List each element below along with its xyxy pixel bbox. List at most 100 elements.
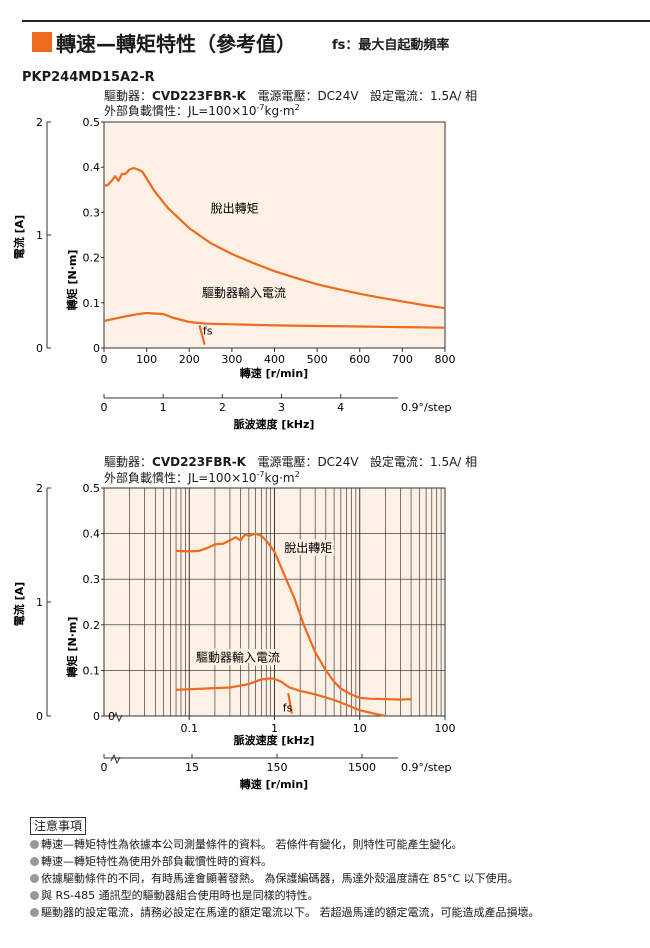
inertia-label: 外部負載慣性： <box>104 104 189 118</box>
y-tick-label: 0.3 <box>83 206 101 219</box>
y-axis-label: 轉矩 [N·m] <box>65 617 79 678</box>
y-tick-label: 0 <box>93 342 100 355</box>
note-item: 驅動器的設定電流，請務必設定在馬達的額定電流以下。 若超過馬達的額定電流，可能造… <box>30 904 540 920</box>
x2-tick-label: 2 <box>219 401 226 414</box>
inertia-exp: -7 <box>256 103 265 112</box>
x-tick-label: 10 <box>353 722 367 735</box>
driver-current-label: 驅動器輸入電流 <box>202 285 286 300</box>
y-tick-label: 0.3 <box>83 573 101 586</box>
pullout-torque-label: 脫出轉矩 <box>284 540 332 555</box>
x2-suffix-label: 0.9°/step <box>401 761 452 774</box>
y-tick-label: 0 <box>93 710 100 723</box>
header-rule <box>22 20 650 22</box>
axis-break-icon <box>110 753 121 765</box>
notes-title: 注意事項 <box>30 817 87 835</box>
y-tick-label: 0.4 <box>83 528 101 541</box>
driver-input-current-line <box>103 311 446 329</box>
x-axis-label: 轉速 [r/min] <box>240 366 308 380</box>
fs-line <box>198 325 206 345</box>
y-tick-label: 0.2 <box>83 252 101 265</box>
voltage-text: 電源電壓：DC24V <box>257 455 359 469</box>
y2-tick-label: 0 <box>36 342 43 355</box>
title-marker <box>32 32 52 52</box>
note-text: 與 RS-485 通訊型的驅動器組合使用時也是同樣的特性。 <box>41 889 319 902</box>
note-text: 依據驅動條件的不同，有時馬達會顯著發熱。 為保護編碼器，馬達外殼溫度請在 85°… <box>41 872 519 885</box>
x-axis-label: 脈波速度 [kHz] <box>234 733 315 747</box>
chart1-conditions-line2: 外部負載慣性：JL=100×10-7kg·m2 <box>104 102 300 119</box>
pullout-torque-label: 脫出轉矩 <box>211 200 259 215</box>
x-tick-label: 0.1 <box>181 722 199 735</box>
driver-label: 驅動器： <box>104 455 153 469</box>
inertia-exp: -7 <box>256 470 265 479</box>
bullet-icon <box>30 857 39 866</box>
x-tick-label: 300 <box>221 353 242 366</box>
x-tick-label: 200 <box>179 353 200 366</box>
inertia-value: JL=100×10 <box>188 104 257 118</box>
fs-label: fs <box>283 701 293 714</box>
driver-current-label: 驅動器輸入電流 <box>196 649 280 664</box>
x-tick-label: 700 <box>392 353 413 366</box>
current-text: 設定電流：1.5A/ 相 <box>370 89 478 103</box>
x2-tick-label: 150 <box>267 761 288 774</box>
y2-tick-label: 0 <box>36 710 43 723</box>
y-tick-label: 0.5 <box>83 116 101 129</box>
x2-axis-label: 脈波速度 [kHz] <box>234 417 315 430</box>
inertia-unit: kg·m <box>264 471 295 485</box>
chart-log-pulse-speed: 0 0.1 0.2 0.3 0.4 0.5 轉矩 [N·m] 0 1 2 電流 [A] 0 0.1 1 10… <box>12 482 456 791</box>
note-item: 轉速—轉矩特性為依據本公司測量條件的資料。 若條件有變化，則特性可能產生變化。 <box>30 836 463 852</box>
note-text: 轉速—轉矩特性為使用外部負載慣性時的資料。 <box>41 855 272 868</box>
x-tick-label: 1 <box>271 722 278 735</box>
x-tick-label: 0 <box>108 710 115 723</box>
x-tick-label: 100 <box>136 353 157 366</box>
y-tick-label: 0.1 <box>83 297 101 310</box>
model-name: PKP244MD15A2-R <box>22 70 155 85</box>
y-tick-label: 0.5 <box>83 482 101 495</box>
note-text: 驅動器的設定電流，請務必設定在馬達的額定電流以下。 若超過馬達的額定電流，可能造… <box>41 906 540 919</box>
note-item: 轉速—轉矩特性為使用外部負載慣性時的資料。 <box>30 853 272 869</box>
y-tick-label: 0.2 <box>83 619 101 632</box>
voltage-text: 電源電壓：DC24V <box>257 89 359 103</box>
driver-label: 驅動器： <box>104 89 153 103</box>
x2-tick-label: 1 <box>160 401 167 414</box>
x2-tick-label: 0 <box>101 761 108 774</box>
y-tick-label: 0.1 <box>83 664 101 677</box>
bullet-icon <box>30 891 39 900</box>
y2-tick-label: 2 <box>36 116 43 129</box>
note-item: 與 RS-485 通訊型的驅動器組合使用時也是同樣的特性。 <box>30 887 319 903</box>
bullet-icon <box>30 908 39 917</box>
x-tick-label: 600 <box>349 353 370 366</box>
note-text: 轉速—轉矩特性為依據本公司測量條件的資料。 若條件有變化，則特性可能產生變化。 <box>41 838 463 851</box>
x-tick-label: 100 <box>435 722 456 735</box>
bullet-icon <box>30 840 39 849</box>
inertia-value: JL=100×10 <box>188 471 257 485</box>
x2-tick-label: 4 <box>337 401 344 414</box>
x2-tick-label: 15 <box>185 761 199 774</box>
chart1-conditions-line1: 驅動器：CVD223FBR-K 電源電壓：DC24V 設定電流：1.5A/ 相 <box>104 87 477 104</box>
current-text: 設定電流：1.5A/ 相 <box>370 455 478 469</box>
y-tick-label: 0.4 <box>83 161 101 174</box>
x-tick-label: 0 <box>101 353 108 366</box>
inertia-exp2: 2 <box>294 103 300 112</box>
x2-suffix-label: 0.9°/step <box>401 401 452 414</box>
x2-tick-label: 3 <box>278 401 285 414</box>
chart2-conditions-line1: 驅動器：CVD223FBR-K 電源電壓：DC24V 設定電流：1.5A/ 相 <box>104 453 477 470</box>
y2-axis-label: 電流 [A] <box>12 215 26 259</box>
y2-tick-label: 1 <box>36 229 43 242</box>
x-tick-label: 500 <box>307 353 328 366</box>
y-axis-label: 轉矩 [N·m] <box>65 250 79 311</box>
note-item: 依據驅動條件的不同，有時馬達會顯著發熱。 為保護編碼器，馬達外殼溫度請在 85°… <box>30 870 519 886</box>
axis-break-icon <box>112 711 123 723</box>
x2-tick-label: 1500 <box>348 761 376 774</box>
page-subtitle: fs：最大自起動頻率 <box>332 38 450 53</box>
page-title: 轉速—轉矩特性（參考值） <box>56 32 296 56</box>
x2-tick-label: 0 <box>101 401 108 414</box>
plot-area <box>103 121 446 349</box>
y2-tick-label: 2 <box>36 482 43 495</box>
x-tick-label: 400 <box>264 353 285 366</box>
pullout-torque-line <box>175 532 412 701</box>
x-tick-label: 800 <box>435 353 456 366</box>
y2-axis-label: 電流 [A] <box>12 582 26 626</box>
inertia-exp2: 2 <box>294 470 300 479</box>
y2-tick-label: 1 <box>36 596 43 609</box>
